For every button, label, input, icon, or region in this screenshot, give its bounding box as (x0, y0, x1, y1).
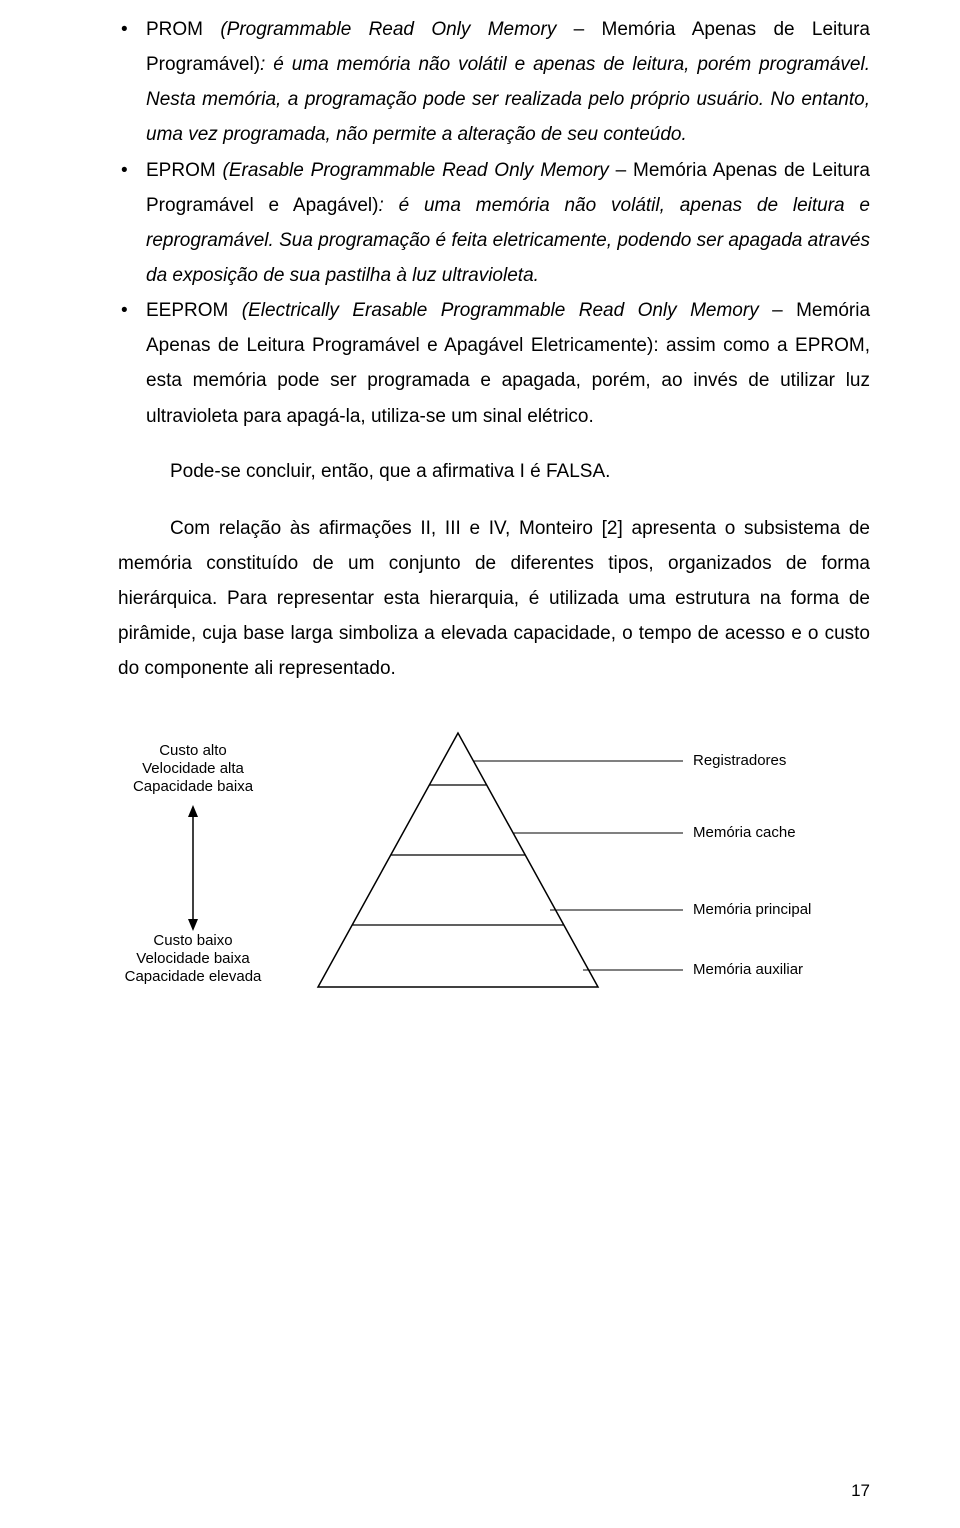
pyramid-svg: Custo alto Velocidade alta Capacidade ba… (118, 715, 870, 1015)
paragraph-conclusion: Pode-se concluir, então, que a afirmativ… (118, 454, 870, 489)
diagram-left-top-l1: Custo alto (159, 742, 227, 759)
pyramid-level-label-1: Registradores (693, 752, 786, 769)
arrow-head-down-icon (188, 919, 198, 931)
pyramid-level-label-3: Memória principal (693, 901, 811, 918)
bullet-list: PROM (Programmable Read Only Memory – Me… (118, 12, 870, 434)
bullet-term: EPROM (146, 153, 216, 188)
pyramid-outline (318, 733, 598, 987)
diagram-left-top-l2: Velocidade alta (142, 760, 244, 777)
diagram-left-bottom-l2: Velocidade baixa (136, 950, 250, 967)
bullet-expansion-italic: (Programmable Read Only Memory (220, 19, 556, 40)
document-page: PROM (Programmable Read Only Memory – Me… (0, 0, 960, 1528)
diagram-left-bottom-l1: Custo baixo (153, 932, 232, 949)
bullet-item-eeprom: EEPROM (Electrically Erasable Programmab… (118, 293, 870, 434)
arrow-head-up-icon (188, 805, 198, 817)
bullet-term: PROM (146, 12, 203, 47)
memory-hierarchy-diagram: Custo alto Velocidade alta Capacidade ba… (118, 715, 870, 1015)
bullet-item-prom: PROM (Programmable Read Only Memory – Me… (118, 12, 870, 153)
page-number: 17 (851, 1475, 870, 1506)
diagram-left-bottom-l3: Capacidade elevada (125, 968, 262, 985)
bullet-expansion-italic: (Erasable Programmable Read Only Memory (223, 160, 609, 181)
bullet-expansion-italic: (Electrically Erasable Programmable Read… (242, 300, 759, 321)
paragraph-relation: Com relação às afirmações II, III e IV, … (118, 511, 870, 687)
pyramid-level-label-2: Memória cache (693, 824, 796, 841)
bullet-term: EEPROM (146, 293, 228, 328)
bullet-item-eprom: EPROM (Erasable Programmable Read Only M… (118, 153, 870, 294)
diagram-left-top-l3: Capacidade baixa (133, 778, 254, 795)
pyramid-level-label-4: Memória auxiliar (693, 961, 803, 978)
